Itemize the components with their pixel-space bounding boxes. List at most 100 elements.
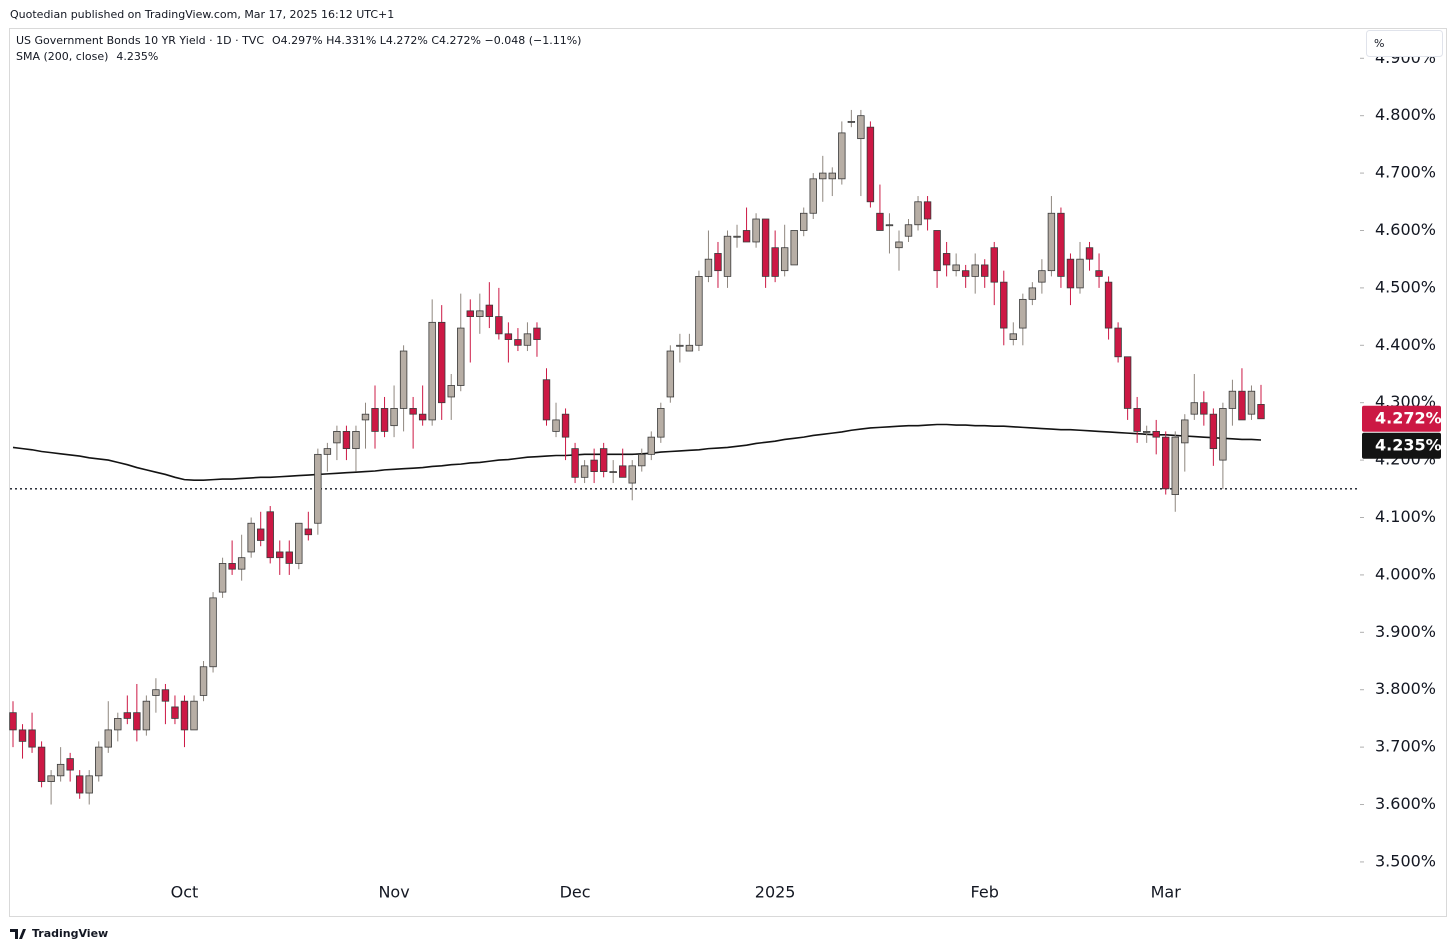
candle-body [228,563,236,570]
candle-body [75,775,84,794]
candle-body [1209,413,1218,450]
candle-body [333,430,341,444]
candle-body [1028,287,1037,300]
candle-body [323,448,332,455]
candle-body [56,763,65,777]
candle-body [752,218,760,243]
candle-body [876,212,884,231]
candle-body [9,712,17,731]
candle-body [761,218,770,277]
candle-body [771,247,779,277]
candle-body [866,126,875,203]
candle-body [209,597,217,668]
candle-body [1228,390,1237,409]
candle-body [438,321,446,404]
candle-body [704,258,713,277]
candle-body [409,408,417,415]
candle-body [933,230,941,272]
candle-body [314,453,322,524]
candle-body [1238,390,1246,421]
candle-body [619,465,627,478]
candle-body [923,201,932,220]
candle-body [1114,327,1122,358]
unit-box[interactable] [1366,30,1443,57]
candle-body [971,264,979,277]
candle-body [352,430,360,450]
published-line: Quotedian published on TradingView.com, … [10,8,394,21]
candle-body [247,522,255,553]
candle-body [237,557,246,570]
candle-body [276,551,284,559]
candle-body [895,241,903,249]
candle-body [857,115,865,140]
footer-logo [10,929,26,939]
sma-name: SMA (200, close) [16,50,108,63]
candle-body [428,321,436,421]
candle-body [142,700,151,731]
candle-body [657,408,665,438]
candle-body [599,448,608,472]
candle-body [171,706,179,719]
candle-body [1000,281,1008,329]
candle-body [457,327,465,386]
candle-body [1104,281,1113,329]
candle-body [809,178,817,214]
ohlc-values: O4.297% H4.331% L4.272% C4.272% −0.048 (… [272,34,581,47]
candle-body [685,344,694,352]
candle-body [1095,270,1103,277]
candle-body [47,775,55,782]
candle-body [161,689,170,702]
candle-body [580,465,589,478]
y-tick-label: 3.700% [1375,737,1436,756]
legend-line: US Government Bonds 10 YR Yield · 1D · T… [16,34,581,47]
candle-body [371,408,379,432]
y-tick-label: 3.500% [1375,851,1436,870]
candle-body [466,310,474,317]
candle-body [123,712,132,719]
x-tick-label: Mar [1151,883,1182,902]
candle-body [418,413,427,421]
candle-body [647,436,655,455]
candle-body [733,235,741,238]
chart-frame [9,28,1447,917]
candle-body [1085,247,1094,260]
candle-body [838,132,846,180]
candle-body [714,253,722,272]
candle-body [1019,298,1027,329]
candle-body [1047,212,1056,272]
candle-body [266,511,274,559]
sma-value: 4.235% [116,50,158,63]
sma-price-tag [1362,432,1441,459]
candle-body [1247,390,1256,415]
candle-body [819,172,827,180]
candle-body [1133,408,1141,432]
candle-body [1009,333,1018,340]
candle-body [542,379,551,421]
y-tick-label: 4.000% [1375,564,1436,583]
candle-body [380,408,389,432]
last-price-label: 4.272% [1375,408,1442,427]
candle-body [285,551,293,564]
candle-body [552,419,560,432]
candle-body [914,201,922,226]
candle-body [1190,402,1199,415]
candle-body [1162,436,1170,490]
candle-body [485,304,494,317]
x-tick-label: Nov [378,883,409,902]
candle-body [952,264,960,272]
candle-body [990,247,998,283]
candle-body [961,270,970,277]
candle-body [18,729,27,742]
candle-body [828,172,836,180]
candle-body [85,775,93,794]
last-price-tag [1362,405,1441,432]
candle-body [790,230,798,266]
unit-label[interactable]: % [1374,37,1384,50]
candle-body [114,718,122,731]
candle-body [1219,408,1227,461]
candle-body [1200,402,1208,415]
candle-body [1152,430,1160,438]
candle-body [1123,356,1132,409]
y-tick-label: 3.900% [1375,622,1436,641]
